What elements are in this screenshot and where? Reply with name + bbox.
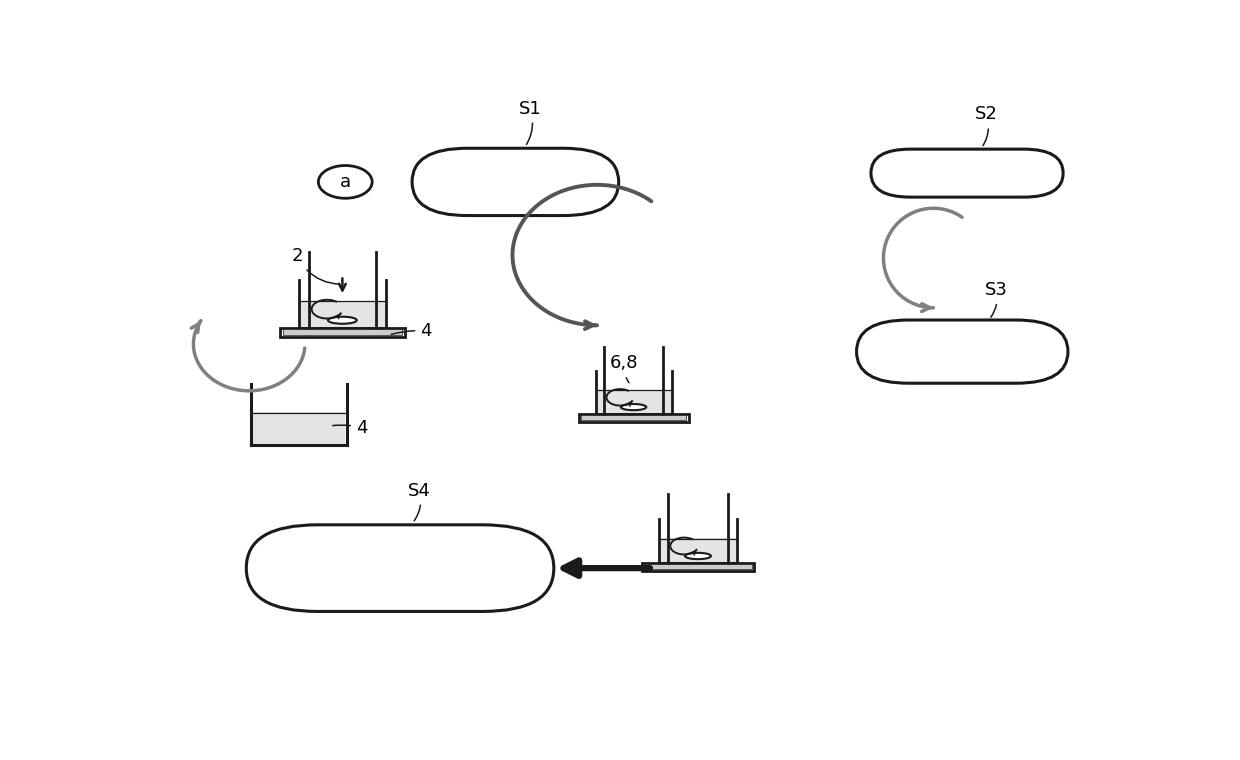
Ellipse shape [684, 553, 711, 559]
Ellipse shape [327, 317, 357, 324]
Text: S4: S4 [408, 482, 430, 521]
Bar [579, 413, 688, 422]
Bar [660, 538, 737, 562]
FancyBboxPatch shape [412, 148, 619, 216]
Bar [596, 390, 671, 413]
Bar [280, 328, 404, 337]
Bar [582, 415, 686, 420]
Text: 6,8: 6,8 [610, 354, 639, 383]
Bar [253, 412, 345, 444]
Text: 4: 4 [391, 322, 432, 340]
Text: S1: S1 [518, 100, 541, 144]
Bar [283, 329, 402, 335]
FancyBboxPatch shape [870, 149, 1063, 197]
Ellipse shape [621, 404, 646, 410]
Text: 2: 2 [291, 247, 340, 284]
FancyBboxPatch shape [247, 525, 554, 612]
Bar [645, 564, 751, 569]
Text: 4: 4 [332, 419, 367, 437]
Bar [642, 562, 754, 571]
FancyBboxPatch shape [857, 320, 1068, 383]
Text: S3: S3 [985, 281, 1007, 317]
Text: a: a [340, 173, 351, 191]
Bar [300, 301, 384, 327]
Text: S2: S2 [975, 106, 998, 146]
